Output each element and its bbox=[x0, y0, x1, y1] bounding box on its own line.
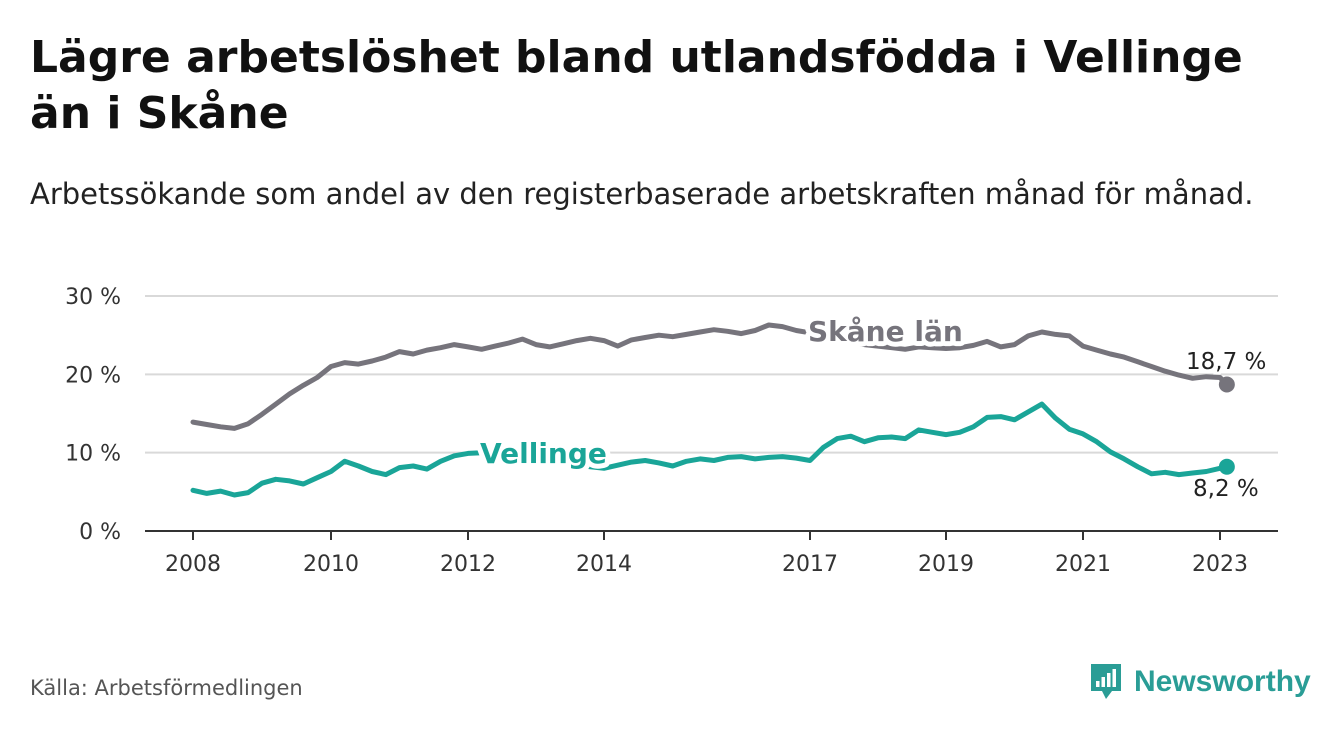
page-title: Lägre arbetslöshet bland utlandsfödda i … bbox=[30, 32, 1243, 139]
skane-line bbox=[190, 322, 1230, 431]
x-tick-label-2017: 2017 bbox=[782, 552, 838, 577]
brand-logo[interactable]: Newsworthy bbox=[1088, 660, 1311, 704]
brand-name: Newsworthy bbox=[1134, 665, 1311, 698]
x-tick-label-2021: 2021 bbox=[1055, 552, 1111, 577]
x-tick-label-2012: 2012 bbox=[440, 552, 496, 577]
y-tick-label-30: 30 % bbox=[65, 285, 121, 310]
vellinge-line bbox=[190, 401, 1230, 498]
x-tick-label-2019: 2019 bbox=[918, 552, 974, 577]
y-tick-label-0: 0 % bbox=[79, 520, 121, 545]
skane-end-marker bbox=[1218, 376, 1235, 393]
skane-end-value-label: 18,7 % bbox=[1186, 349, 1266, 375]
vellinge-series-label: Vellinge bbox=[480, 437, 607, 470]
y-axis-tick-labels: 0 % 10 % 20 % 30 % bbox=[65, 285, 121, 545]
series-labels: Skåne län Vellinge 18,7 % 8,2 % bbox=[475, 310, 1269, 505]
y-tick-label-10: 10 % bbox=[65, 442, 121, 467]
newsworthy-logo-icon bbox=[1091, 664, 1121, 699]
y-tick-label-20: 20 % bbox=[65, 363, 121, 388]
x-tick-label-2008: 2008 bbox=[165, 552, 221, 577]
line-chart: 0 % 10 % 20 % 30 % 2008 2010 2012 2014 2017 2019… bbox=[65, 285, 1278, 577]
x-axis-ticks: 2008 2010 2012 2014 2017 2019 2021 2023 bbox=[165, 531, 1248, 577]
x-tick-label-2023: 2023 bbox=[1192, 552, 1248, 577]
vellinge-end-value-label: 8,2 % bbox=[1193, 476, 1259, 502]
skane-series-label: Skåne län bbox=[808, 315, 963, 348]
grid-lines bbox=[145, 295, 1278, 454]
page-subtitle: Arbetssökande som andel av den registerb… bbox=[30, 177, 1254, 211]
source-note: Källa: Arbetsförmedlingen bbox=[30, 676, 303, 700]
series-lines bbox=[190, 322, 1235, 498]
x-tick-label-2014: 2014 bbox=[576, 552, 632, 577]
vellinge-end-marker bbox=[1218, 458, 1235, 475]
x-tick-label-2010: 2010 bbox=[303, 552, 359, 577]
